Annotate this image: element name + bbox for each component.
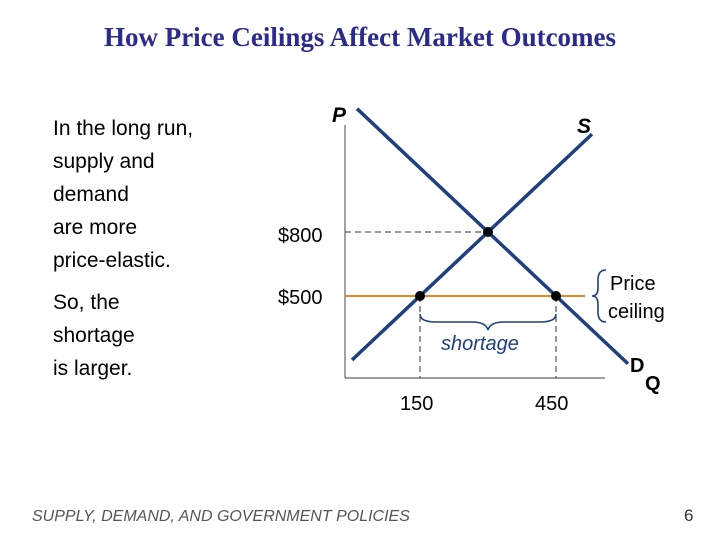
y-axis-label: P (332, 104, 347, 127)
shortage-brace (419, 313, 557, 331)
demand-label: D (630, 355, 644, 377)
text-line: In the long run, (53, 117, 194, 140)
footer-text: SUPPLY, DEMAND, AND GOVERNMENT POLICIES (32, 508, 410, 525)
supply-curve (350, 132, 594, 362)
ceiling-label-line2: ceiling (608, 301, 665, 323)
text-line: So, the (53, 291, 120, 314)
quantity-tick-450: 450 (535, 393, 568, 415)
text-line: are more (53, 216, 138, 239)
text-line: is larger. (53, 357, 133, 380)
text-line: supply and (53, 150, 155, 173)
text-block-shortage: So, the shortage is larger. (53, 286, 253, 385)
quantity-tick-150: 150 (400, 393, 433, 415)
point-ceiling-demand (551, 291, 561, 301)
text-line: demand (53, 183, 129, 206)
slide-title: How Price Ceilings Affect Market Outcome… (103, 22, 617, 52)
supply-label: S (577, 115, 591, 138)
ceiling-label-line1: Price (610, 273, 656, 295)
shortage-label: shortage (441, 333, 519, 355)
text-block-elasticity: In the long run, supply and demand are m… (53, 112, 263, 277)
x-axis-label: Q (645, 373, 661, 395)
text-line: price-elastic. (53, 249, 171, 272)
price-tick-800: $800 (278, 225, 323, 247)
ceiling-brace (591, 269, 607, 323)
price-tick-500: $500 (278, 287, 323, 309)
demand-curve (355, 107, 630, 366)
point-equilibrium (483, 227, 493, 237)
page-number: 6 (684, 506, 694, 525)
text-line: shortage (53, 324, 135, 347)
point-ceiling-supply (415, 291, 425, 301)
